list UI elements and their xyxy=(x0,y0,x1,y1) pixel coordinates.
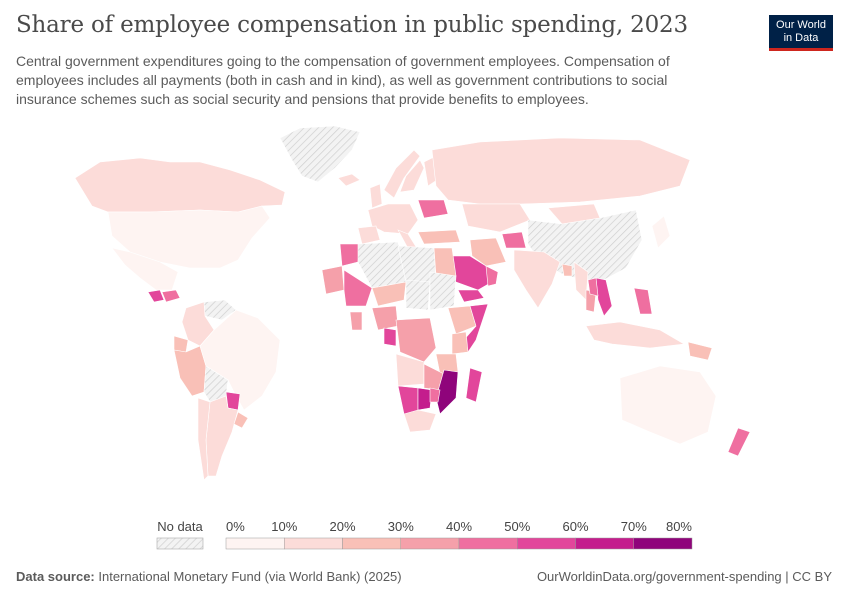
region-chile[interactable]: Chile xyxy=(197,397,211,481)
legend-tick-4: 40% xyxy=(446,519,472,534)
region-oman[interactable]: Oman xyxy=(485,265,499,287)
legend-bin-4[interactable] xyxy=(458,537,518,550)
region-kazakhstan[interactable]: Kazakhstan xyxy=(461,203,531,233)
region-iran[interactable]: Iran xyxy=(469,237,507,267)
region-dr-congo[interactable]: DR Congo xyxy=(395,317,437,363)
region-zimbabwe[interactable]: Zimbabwe xyxy=(429,387,441,403)
legend-bin-7[interactable] xyxy=(633,537,693,550)
region-chad[interactable]: Chad xyxy=(405,279,431,311)
legend-bin-0[interactable] xyxy=(225,537,285,550)
region-greenland[interactable]: Greenland xyxy=(279,125,361,183)
legend-tick-3: 30% xyxy=(388,519,414,534)
region-laos[interactable]: Laos xyxy=(587,277,599,297)
data-source-text[interactable]: International Monetary Fund (via World B… xyxy=(98,569,402,584)
region-honduras[interactable]: Honduras xyxy=(161,289,181,303)
region-mexico[interactable]: Mexico xyxy=(111,247,179,291)
region-papua-new-guinea[interactable]: Papua New Guinea xyxy=(687,341,713,361)
region-kenya[interactable]: Kenya xyxy=(451,331,469,355)
region-bangladesh[interactable]: Bangladesh xyxy=(561,263,573,277)
legend-bin-2[interactable] xyxy=(342,537,401,550)
legend-bin-3[interactable] xyxy=(400,537,460,550)
legend-tick-7: 70% xyxy=(621,519,647,534)
region-ghana[interactable]: Ghana xyxy=(349,311,363,331)
legend-bin-6[interactable] xyxy=(575,537,634,550)
region-norway[interactable]: Norway xyxy=(383,149,421,199)
region-south-africa[interactable]: South Africa xyxy=(403,409,437,433)
region-egypt[interactable]: Egypt xyxy=(433,247,457,277)
region-russia[interactable]: Russia xyxy=(431,137,691,205)
legend-bin-1[interactable] xyxy=(284,537,343,550)
legend-bin-5[interactable] xyxy=(517,537,576,550)
legend-tick-6: 60% xyxy=(562,519,588,534)
legend-tick-0: 0% xyxy=(226,519,245,534)
legend-tick-5: 50% xyxy=(504,519,530,534)
region-turkey[interactable]: Turkey xyxy=(417,229,461,245)
legend-tick-1: 10% xyxy=(271,519,297,534)
region-philippines[interactable]: Philippines xyxy=(633,287,653,315)
region-madagascar[interactable]: Madagascar xyxy=(465,367,483,403)
data-source: Data source: International Monetary Fund… xyxy=(16,569,402,584)
legend-tick-2: 20% xyxy=(329,519,355,534)
region-new-zealand[interactable]: New Zealand xyxy=(727,427,751,457)
legend-tick-8: 80% xyxy=(666,519,692,534)
region-gabon[interactable]: Gabon xyxy=(383,327,397,347)
region-mauritania[interactable]: Mauritania xyxy=(321,265,345,295)
logo-line-2: in Data xyxy=(783,32,819,44)
region-guatemala[interactable]: Guatemala xyxy=(147,289,165,303)
region-uruguay[interactable]: Uruguay xyxy=(233,411,249,429)
region-ecuador[interactable]: Ecuador xyxy=(173,335,189,353)
region-vietnam[interactable]: Vietnam xyxy=(595,277,613,317)
region-niger[interactable]: Niger xyxy=(371,281,407,307)
region-australia[interactable]: Australia xyxy=(619,365,717,445)
region-nigeria[interactable]: Nigeria xyxy=(371,305,399,331)
logo-line-1: Our World xyxy=(776,19,826,31)
region-ukraine[interactable]: Ukraine xyxy=(417,199,449,219)
region-indonesia[interactable]: Indonesia xyxy=(585,321,685,349)
chart-title: Share of employee compensation in public… xyxy=(16,12,688,38)
region-yemen[interactable]: Yemen xyxy=(457,289,485,303)
region-united-kingdom[interactable]: United Kingdom xyxy=(369,183,383,209)
owid-logo[interactable]: Our World in Data xyxy=(769,15,833,51)
region-india[interactable]: India xyxy=(513,249,561,309)
region-morocco[interactable]: Morocco xyxy=(339,243,361,267)
map-legend: No data 0% 10% 20% 30% 40% 50% 60% 70% 80% xyxy=(156,519,693,550)
region-sweden[interactable]: Sweden xyxy=(399,159,425,193)
region-japan[interactable]: Japan xyxy=(651,215,671,249)
region-afghanistan[interactable]: Afghanistan xyxy=(501,231,527,249)
region-namibia[interactable]: Namibia xyxy=(397,385,419,415)
footer-url[interactable]: OurWorldinData.org/government-spending |… xyxy=(536,569,832,584)
region-iceland[interactable]: Iceland xyxy=(337,173,361,187)
legend-no-data-label: No data xyxy=(157,519,203,534)
region-mali[interactable]: Mali xyxy=(343,269,373,307)
region-brazil[interactable]: Brazil xyxy=(199,309,281,411)
chart-subtitle: Central government expenditures going to… xyxy=(16,53,670,107)
region-canada[interactable]: Canada xyxy=(74,157,286,213)
region-peru[interactable]: Peru xyxy=(173,345,207,397)
region-botswana[interactable]: Botswana xyxy=(417,387,433,411)
world-map[interactable]: GreenlandCanadaUnited StatesMexicoGuatem… xyxy=(0,110,850,510)
data-source-label: Data source: xyxy=(16,569,95,584)
region-spain[interactable]: Spain xyxy=(357,225,381,245)
region-sudan[interactable]: Sudan xyxy=(429,271,457,311)
legend-no-data-swatch[interactable] xyxy=(156,537,204,550)
